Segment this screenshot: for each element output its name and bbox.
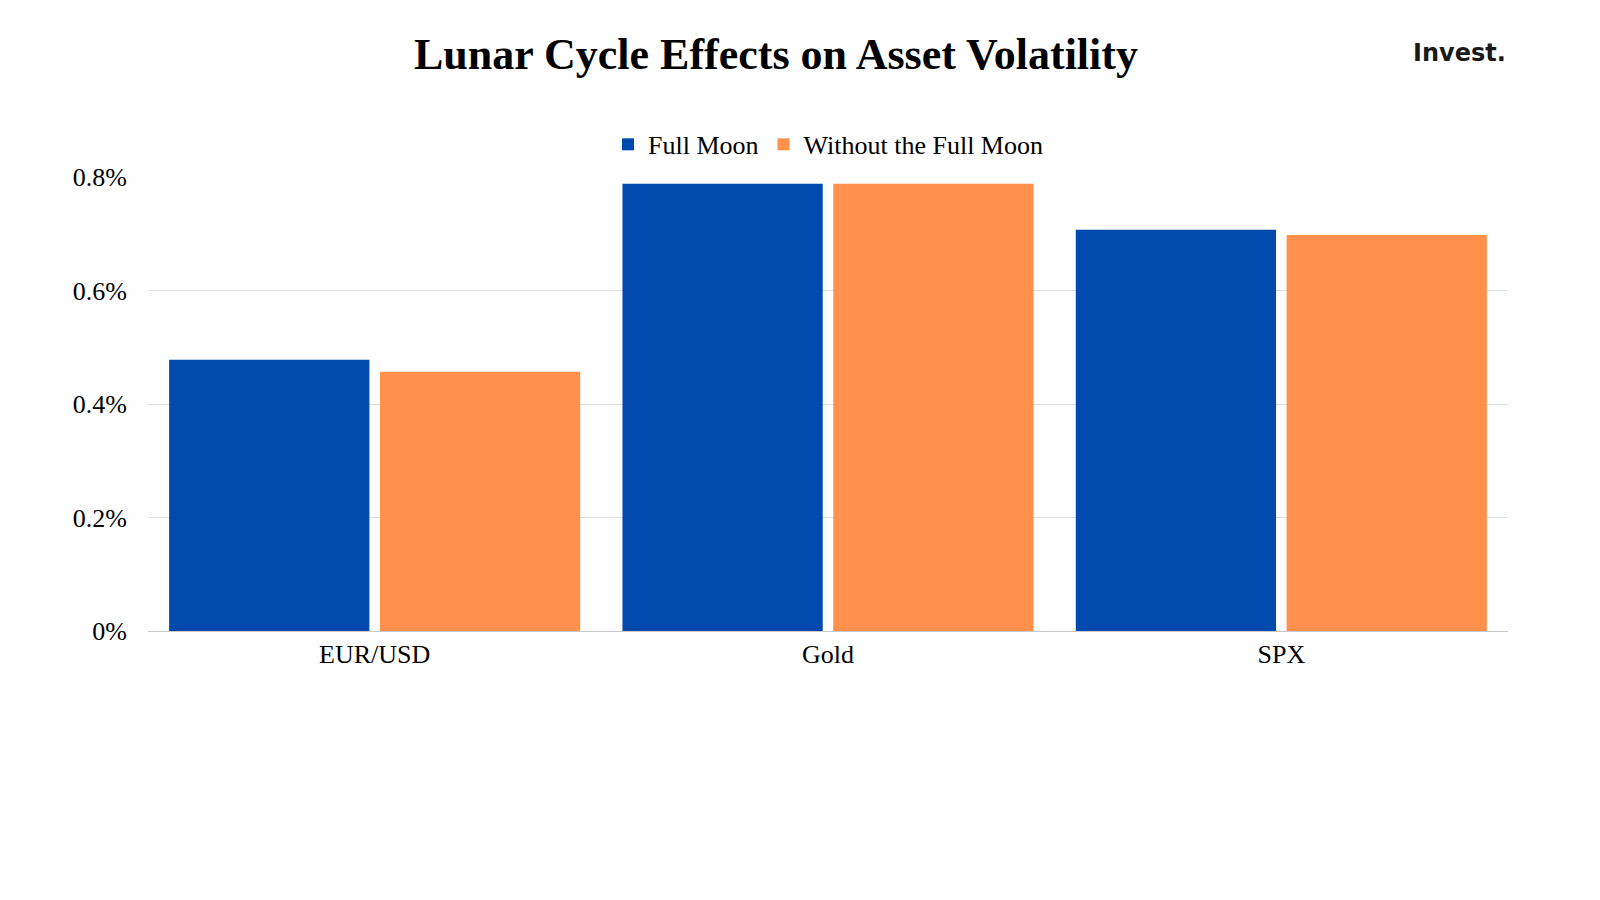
- svg-text:0.4%: 0.4%: [73, 390, 127, 419]
- svg-text:Without the Full Moon: Without the Full Moon: [804, 131, 1043, 160]
- svg-text:0.8%: 0.8%: [73, 163, 127, 192]
- svg-text:0%: 0%: [92, 617, 127, 646]
- svg-text:Lunar Cycle Effects on Asset V: Lunar Cycle Effects on Asset Volatility: [414, 30, 1138, 79]
- svg-text:Full Moon: Full Moon: [648, 131, 759, 160]
- svg-text:Invest.: Invest.: [1413, 39, 1506, 67]
- svg-text:0.6%: 0.6%: [73, 277, 127, 306]
- svg-text:SPX: SPX: [1257, 640, 1305, 669]
- svg-text:0.2%: 0.2%: [73, 504, 127, 533]
- svg-text:Gold: Gold: [802, 640, 854, 669]
- svg-text:EUR/USD: EUR/USD: [319, 640, 430, 669]
